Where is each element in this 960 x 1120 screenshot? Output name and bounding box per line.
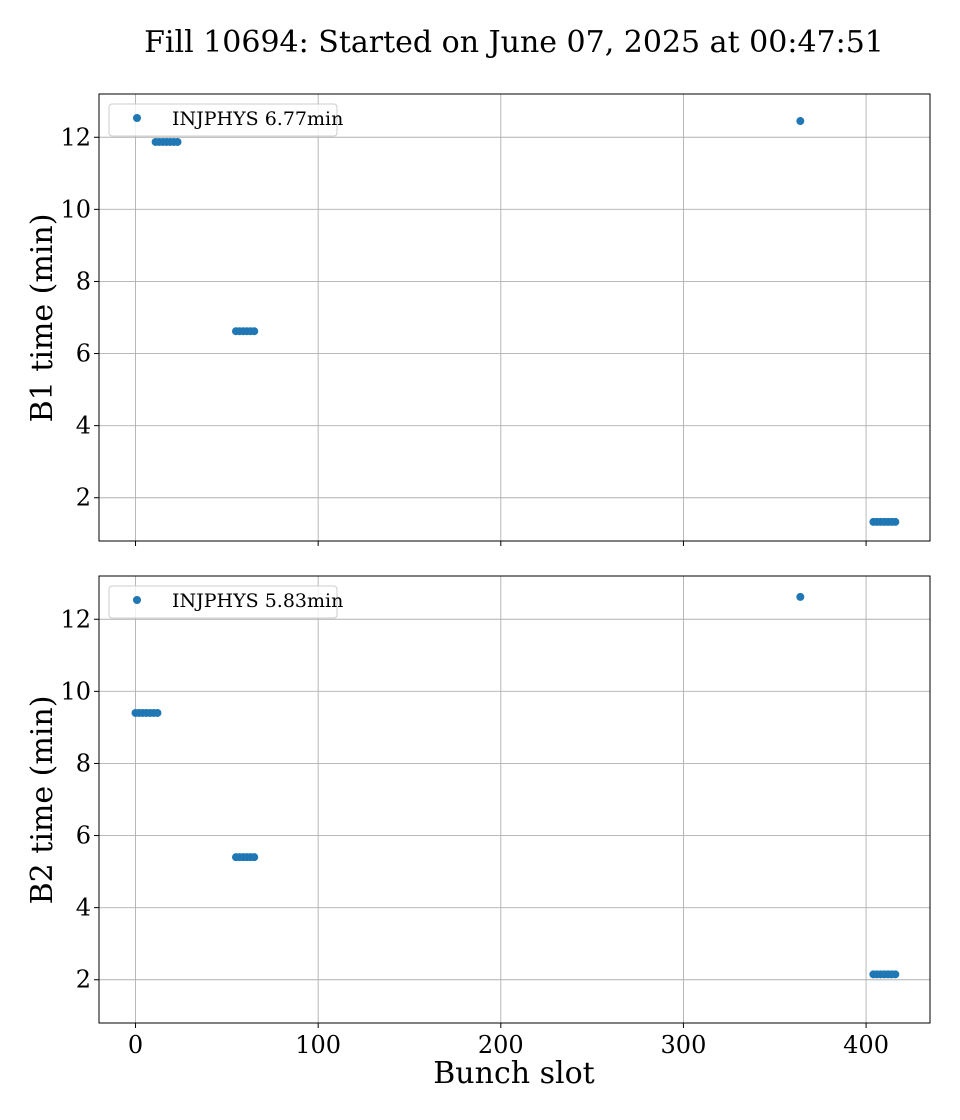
data-point	[891, 517, 900, 526]
grid-b2	[99, 576, 930, 1023]
y-ticks-b1: 2 4 6 8 10 12	[60, 123, 99, 512]
legend-b1: INJPHYS 6.77min	[108, 103, 343, 137]
y-tick-label: 6	[76, 822, 91, 850]
y-tick-label: 8	[76, 267, 91, 295]
y-tick-label: 10	[60, 195, 91, 223]
chart-title: Fill 10694: Started on June 07, 2025 at …	[144, 25, 884, 60]
y-tick-label: 10	[60, 677, 91, 705]
data-point	[796, 592, 805, 601]
legend-box-b2	[108, 585, 338, 619]
grid-b1	[99, 94, 930, 541]
legend-box-b1	[108, 103, 338, 137]
legend-marker-b1	[133, 114, 141, 122]
y-tick-label: 2	[76, 484, 91, 512]
y-ticks-b2: 2 4 6 8 10 12	[60, 605, 99, 994]
y-tick-label: 8	[76, 749, 91, 777]
y-tick-label: 12	[60, 605, 91, 633]
y-tick-label: 2	[76, 966, 91, 994]
y-tick-label: 4	[76, 894, 91, 922]
x-tick-label: 300	[661, 1031, 707, 1059]
legend-b2: INJPHYS 5.83min	[108, 585, 343, 619]
axes-frame-b2	[98, 575, 931, 1024]
x-ticks-b2: 0 100 200 300 400	[128, 1023, 889, 1059]
x-tick-label: 200	[478, 1031, 524, 1059]
data-point	[796, 117, 805, 126]
y-tick-label: 12	[60, 123, 91, 151]
panel-b1: 2 4 6 8 10 12 B1 time (min) INJPHYS 6.77min	[25, 93, 931, 546]
legend-label-b1: INJPHYS 6.77min	[172, 108, 343, 130]
data-point	[250, 853, 259, 862]
x-axis-label: Bunch slot	[433, 1056, 594, 1091]
y-tick-label: 4	[76, 412, 91, 440]
legend-label-b2: INJPHYS 5.83min	[172, 590, 343, 612]
data-point	[891, 970, 900, 979]
x-tick-label: 400	[843, 1031, 889, 1059]
data-point	[173, 137, 182, 146]
points-b1	[151, 117, 900, 526]
x-ticks-b1	[135, 541, 867, 546]
legend-marker-b2	[133, 596, 141, 604]
panel-b2: 0 100 200 300 400 2 4 6 8 10 12 B2 time (min) INJ…	[25, 575, 931, 1059]
points-b2	[131, 592, 900, 979]
y-tick-label: 6	[76, 340, 91, 368]
axes-frame-b1	[98, 93, 931, 542]
x-tick-label: 0	[128, 1031, 143, 1059]
x-tick-label: 100	[295, 1031, 341, 1059]
data-point	[250, 327, 259, 336]
data-point	[153, 708, 162, 717]
y-axis-label-b2: B2 time (min)	[25, 696, 60, 905]
y-axis-label-b1: B1 time (min)	[25, 214, 60, 423]
